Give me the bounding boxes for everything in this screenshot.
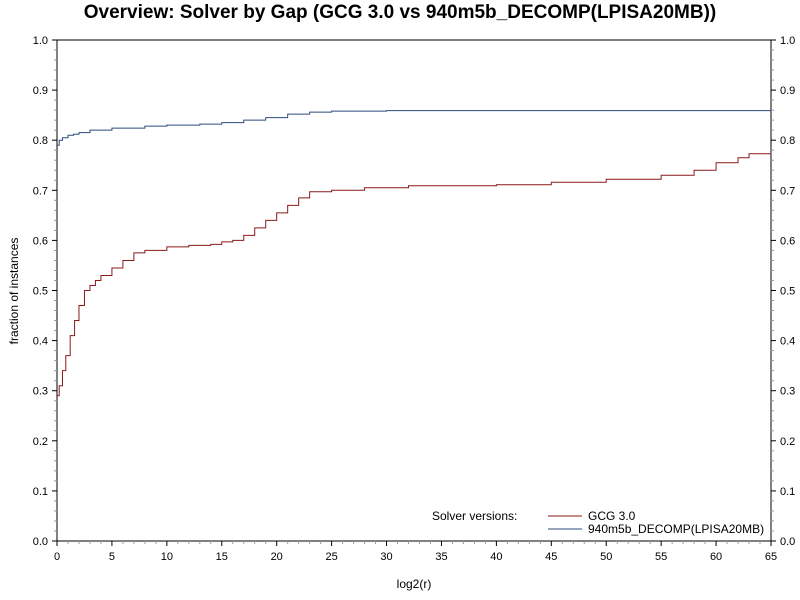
x-tick-label: 35 <box>435 551 447 563</box>
chart-title: Overview: Solver by Gap (GCG 3.0 vs 940m… <box>84 2 716 23</box>
y-tick-label-left: 1.0 <box>33 35 48 47</box>
legend: Solver versions: GCG 3.0940m5b_DECOMP(LP… <box>432 509 764 536</box>
x-tick-label: 40 <box>490 551 502 563</box>
left-y-axis: 0.0 0.1 0.2 0.3 0.4 0.5 0.6 0.7 0.8 0.9 1.0 <box>33 35 57 548</box>
series-line-0 <box>57 152 772 397</box>
y-tick-label-left: 0.9 <box>33 85 48 97</box>
legend-title: Solver versions: <box>432 509 517 523</box>
plot-frame <box>56 39 772 542</box>
y-tick-label-right: 0.6 <box>780 235 795 247</box>
x-tick-label: 20 <box>271 551 283 563</box>
x-axis-label: log2(r) <box>397 577 432 591</box>
y-tick-label-right: 0.4 <box>780 336 795 348</box>
x-tick-label: 10 <box>161 551 173 563</box>
x-tick-label: 45 <box>545 551 557 563</box>
x-tick-label: 5 <box>109 551 115 563</box>
y-tick-label-right: 0.3 <box>780 386 795 398</box>
y-tick-label-left: 0.6 <box>33 235 48 247</box>
y-tick-label-right: 0.5 <box>780 286 795 298</box>
x-tick-label: 60 <box>710 551 722 563</box>
legend-label-0: GCG 3.0 <box>588 509 636 523</box>
y-axis-label: fraction of instances <box>7 238 21 345</box>
y-tick-label-left: 0.2 <box>33 436 48 448</box>
y-tick-label-right: 0.1 <box>780 486 795 498</box>
x-tick-label: 65 <box>765 551 777 563</box>
x-tick-label: 30 <box>380 551 392 563</box>
y-tick-label-left: 0.3 <box>33 386 48 398</box>
y-tick-label-right: 0.9 <box>780 85 795 97</box>
y-tick-label-left: 0.0 <box>33 536 48 548</box>
y-tick-label-left: 0.7 <box>33 185 48 197</box>
x-tick-label: 25 <box>325 551 337 563</box>
plot-area <box>56 39 772 542</box>
y-tick-label-right: 1.0 <box>780 35 795 47</box>
y-tick-label-left: 0.5 <box>33 286 48 298</box>
series-line-1 <box>57 110 771 146</box>
y-tick-label-left: 0.1 <box>33 486 48 498</box>
x-axis: 0 5 10 15 20 25 30 35 40 45 50 55 60 65 <box>54 541 777 563</box>
y-tick-label-right: 0.7 <box>780 185 795 197</box>
right-y-axis: 0.0 0.1 0.2 0.3 0.4 0.5 0.6 0.7 0.8 0.9 1.0 <box>771 35 795 548</box>
y-tick-label-right: 0.0 <box>780 536 795 548</box>
x-tick-label: 55 <box>655 551 667 563</box>
y-tick-label-left: 0.4 <box>33 336 48 348</box>
x-tick-label: 0 <box>54 551 60 563</box>
x-tick-label: 50 <box>600 551 612 563</box>
y-tick-label-left: 0.8 <box>33 135 48 147</box>
series-layer <box>57 110 772 397</box>
y-tick-label-right: 0.8 <box>780 135 795 147</box>
x-tick-label: 15 <box>216 551 228 563</box>
legend-label-1: 940m5b_DECOMP(LPISA20MB) <box>588 522 764 536</box>
y-tick-label-right: 0.2 <box>780 436 795 448</box>
